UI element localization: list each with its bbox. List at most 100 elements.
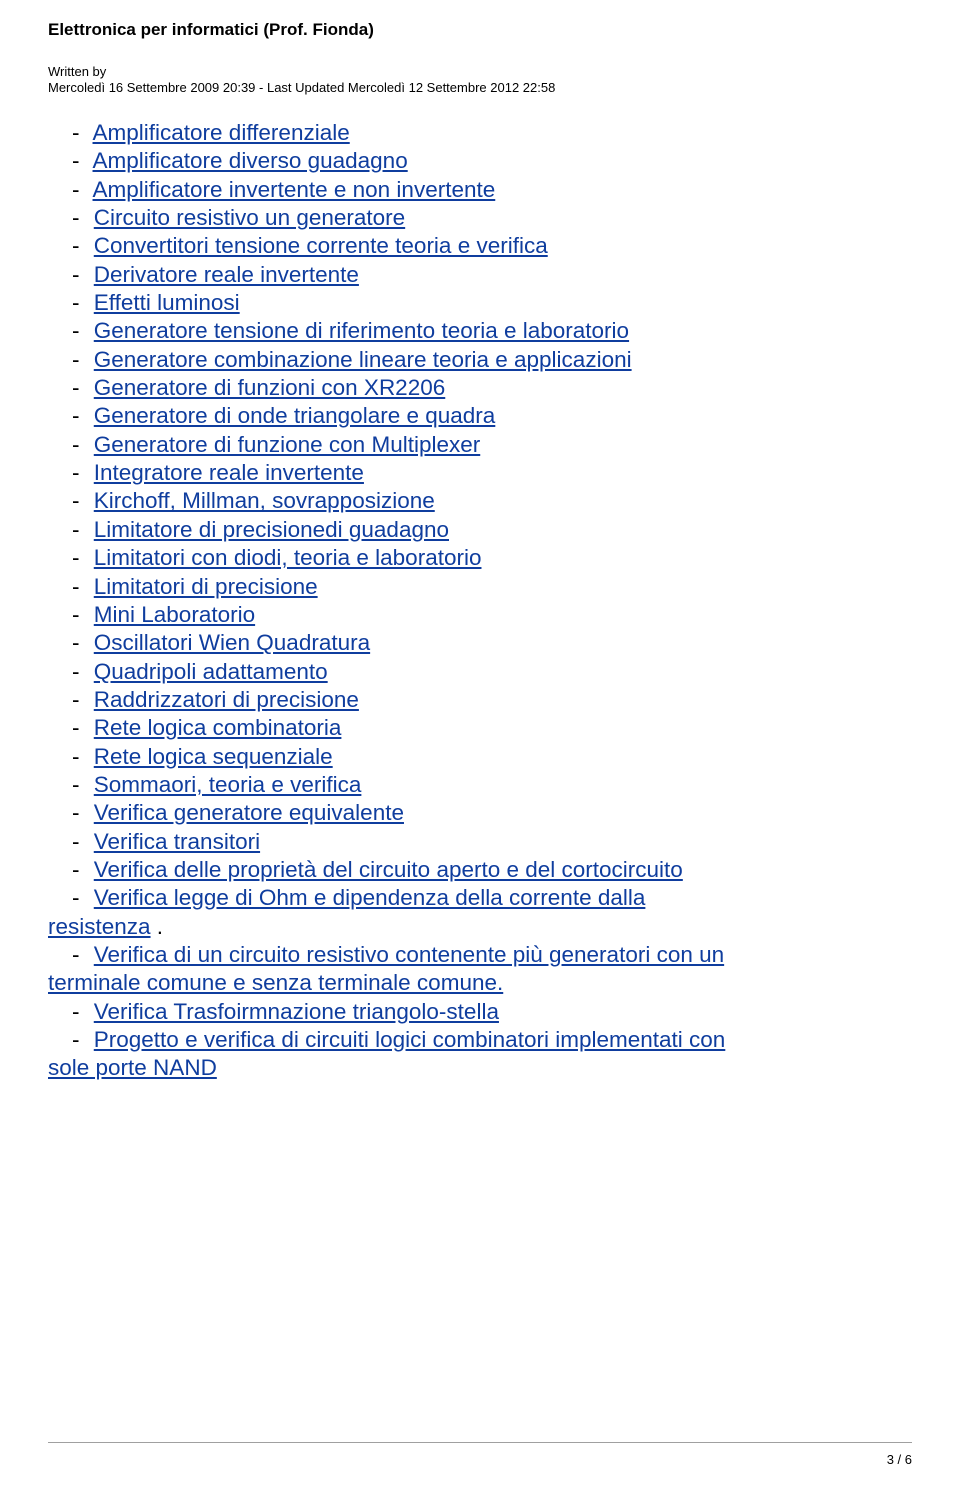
dash: - [72, 857, 80, 882]
list-item: - Convertitori tensione corrente teoria … [48, 232, 912, 260]
item-link[interactable]: Rete logica combinatoria [94, 715, 342, 740]
list-item: - Sommaori, teoria e verifica [48, 771, 912, 799]
item-link[interactable]: Circuito resistivo un generatore [94, 205, 405, 230]
item-link[interactable]: Generatore tensione di riferimento teori… [94, 318, 629, 343]
footer-rule [48, 1442, 912, 1443]
list-item: - Derivatore reale invertente [48, 261, 912, 289]
item-link[interactable]: Rete logica sequenziale [94, 744, 333, 769]
list-item: - Verifica di un circuito resistivo cont… [48, 941, 912, 969]
item-link[interactable]: Generatore di funzione con Multiplexer [94, 432, 480, 457]
written-by-label: Written by [48, 64, 912, 79]
list-item: - Generatore di funzioni con XR2206 [48, 374, 912, 402]
list-item: - Kirchoff, Millman, sovrapposizione [48, 487, 912, 515]
item-link[interactable]: Raddrizzatori di precisione [94, 687, 359, 712]
item-link[interactable]: Verifica transitori [94, 829, 260, 854]
item-link[interactable]: Verifica Trasfoirmnazione triangolo-stel… [94, 999, 499, 1024]
dash: - [72, 262, 80, 287]
list-item: - Limitatori con diodi, teoria e laborat… [48, 544, 912, 572]
link-list: - Amplificatore differenziale- Amplifica… [48, 119, 912, 1083]
list-item-continuation: resistenza . [48, 913, 912, 941]
list-item: - Limitatore di precisionedi guadagno [48, 516, 912, 544]
list-item: - Amplificatore diverso guadagno [48, 147, 912, 175]
item-link[interactable]: Verifica legge di Ohm e dipendenza della… [94, 885, 646, 910]
item-link[interactable]: Sommaori, teoria e verifica [94, 772, 362, 797]
item-link[interactable]: Integratore reale invertente [94, 460, 364, 485]
item-link[interactable]: Generatore combinazione lineare teoria e… [94, 347, 632, 372]
list-item: - Quadripoli adattamento [48, 658, 912, 686]
list-item: - Generatore di onde triangolare e quadr… [48, 402, 912, 430]
dash: - [72, 460, 80, 485]
dash: - [72, 744, 80, 769]
item-link[interactable]: Limitatori di precisione [94, 574, 318, 599]
item-link[interactable]: Verifica delle proprietà del circuito ap… [94, 857, 683, 882]
dash: - [72, 488, 80, 513]
list-item: - Generatore combinazione lineare teoria… [48, 346, 912, 374]
dash: - [72, 148, 80, 173]
list-item: - Raddrizzatori di precisione [48, 686, 912, 714]
dash: - [72, 942, 80, 967]
item-link[interactable]: Verifica di un circuito resistivo conten… [94, 942, 724, 967]
trailing-dot: . [151, 914, 164, 939]
dash: - [72, 630, 80, 655]
dash: - [72, 347, 80, 372]
item-link[interactable]: Limitatore di precisionedi guadagno [94, 517, 449, 542]
item-link[interactable]: Amplificatore diverso guadagno [93, 148, 408, 173]
list-item: - Verifica transitori [48, 828, 912, 856]
list-item: - Verifica legge di Ohm e dipendenza del… [48, 884, 912, 912]
item-link[interactable]: Mini Laboratorio [94, 602, 255, 627]
dash: - [72, 545, 80, 570]
list-item: - Rete logica combinatoria [48, 714, 912, 742]
dash: - [72, 659, 80, 684]
item-link[interactable]: Effetti luminosi [94, 290, 240, 315]
list-item: - Rete logica sequenziale [48, 743, 912, 771]
item-link[interactable]: Quadripoli adattamento [94, 659, 328, 684]
item-link[interactable]: Generatore di funzioni con XR2206 [94, 375, 445, 400]
page-number: 3 / 6 [887, 1452, 912, 1467]
dash: - [72, 687, 80, 712]
dash: - [72, 885, 80, 910]
list-item-continuation: terminale comune e senza terminale comun… [48, 969, 912, 997]
item-link[interactable]: sole porte NAND [48, 1055, 217, 1080]
item-link[interactable]: Verifica generatore equivalente [94, 800, 404, 825]
dash: - [72, 800, 80, 825]
dash: - [72, 177, 80, 202]
item-link[interactable]: Convertitori tensione corrente teoria e … [94, 233, 548, 258]
dash: - [72, 574, 80, 599]
dash: - [72, 233, 80, 258]
list-item: - Integratore reale invertente [48, 459, 912, 487]
item-link[interactable]: Limitatori con diodi, teoria e laborator… [94, 545, 482, 570]
dash: - [72, 403, 80, 428]
dash: - [72, 517, 80, 542]
item-link[interactable]: Amplificatore invertente e non invertent… [93, 177, 496, 202]
list-item: - Mini Laboratorio [48, 601, 912, 629]
list-item: - Verifica Trasfoirmnazione triangolo-st… [48, 998, 912, 1026]
item-link[interactable]: Progetto e verifica di circuiti logici c… [94, 1027, 726, 1052]
page-title: Elettronica per informatici (Prof. Fiond… [48, 20, 912, 40]
item-link[interactable]: terminale comune e senza terminale comun… [48, 970, 503, 995]
dash: - [72, 432, 80, 457]
list-item: - Verifica delle proprietà del circuito … [48, 856, 912, 884]
item-link[interactable]: Derivatore reale invertente [94, 262, 359, 287]
item-link[interactable]: Oscillatori Wien Quadratura [94, 630, 370, 655]
dash: - [72, 318, 80, 343]
list-item-continuation: sole porte NAND [48, 1054, 912, 1082]
dash: - [72, 1027, 80, 1052]
list-item: - Effetti luminosi [48, 289, 912, 317]
list-item: - Limitatori di precisione [48, 573, 912, 601]
list-item: - Generatore di funzione con Multiplexer [48, 431, 912, 459]
item-link[interactable]: Kirchoff, Millman, sovrapposizione [94, 488, 435, 513]
item-link[interactable]: resistenza [48, 914, 151, 939]
list-item: - Generatore tensione di riferimento teo… [48, 317, 912, 345]
item-link[interactable]: Amplificatore differenziale [93, 120, 350, 145]
dash: - [72, 290, 80, 315]
dash: - [72, 602, 80, 627]
dash: - [72, 829, 80, 854]
dash: - [72, 375, 80, 400]
dash: - [72, 205, 80, 230]
list-item: - Amplificatore differenziale [48, 119, 912, 147]
dash: - [72, 715, 80, 740]
list-item: - Circuito resistivo un generatore [48, 204, 912, 232]
dash: - [72, 999, 80, 1024]
list-item: - Verifica generatore equivalente [48, 799, 912, 827]
item-link[interactable]: Generatore di onde triangolare e quadra [94, 403, 496, 428]
